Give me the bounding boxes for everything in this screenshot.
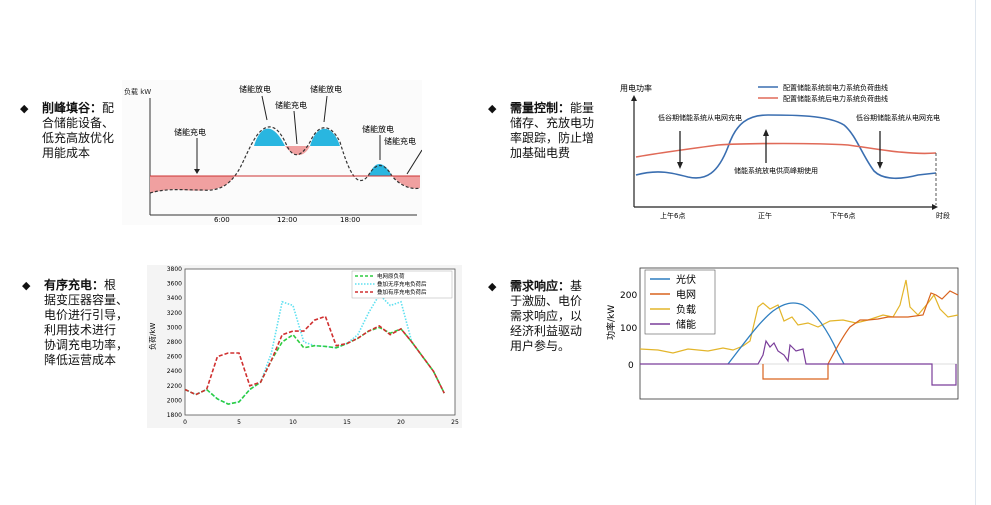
orderly-charging-chart: 负荷/kW 1800 2000 2200 2400 2600 2800 3000 3200 34… (147, 265, 462, 428)
series-pv-line (727, 302, 845, 365)
annotation-arrow (293, 110, 298, 145)
bullet-text: 需量控制：能量 储存、充放电功 率跟踪，防止增 加基础电费 (510, 101, 595, 160)
legend-label: 配置储能系统后电力系统负荷曲线 (783, 94, 888, 103)
peak-shaving-chart: 负载 kW 储能充电 储能放电 储能充电 储能放电 储能放电 储能充电 6:00… (122, 80, 422, 225)
bullet-text: 需求响应：基 于激励、电价 需求响应，以 经济利益驱动 用户参与。 (510, 279, 583, 353)
legend-label: 光伏 (676, 273, 696, 286)
x-tick-label: 6:00 (214, 216, 230, 224)
series-line-2 (184, 315, 445, 396)
slide-edge-line (975, 0, 976, 505)
x-tick-label: 12:00 (277, 216, 297, 224)
bullet-text: 削峰填谷：配 合储能设备、 低充高放优化 用能成本 (42, 101, 115, 160)
y-tick-label: 1800 (167, 412, 182, 419)
y-tick-label: 3600 (167, 281, 182, 288)
y-tick-label: 0 (628, 361, 634, 371)
legend: 电网原负荷 叠加无序充电负荷后 叠加有序充电负荷后 (351, 270, 453, 299)
legend-label: 电网原负荷 (377, 272, 405, 280)
x-tick-label: 0 (183, 419, 187, 426)
y-tick-label: 3800 (167, 266, 182, 273)
annotation-arrow (261, 95, 268, 121)
legend-label: 负载 (676, 303, 696, 316)
series-lines (184, 293, 445, 405)
annotation-label: 储能充电 (275, 100, 307, 110)
legend-label: 叠加有序充电负荷后 (377, 288, 427, 296)
y-tick-label: 2800 (167, 339, 182, 346)
annotation-label: 低谷期储能系统从电网充电 (658, 113, 742, 122)
y-tick-label: 100 (620, 324, 637, 334)
x-tick-label: 10 (289, 419, 297, 426)
annotation-label: 储能系统放电供高峰期使用 (734, 166, 818, 175)
annotation-label: 储能充电 (384, 136, 416, 146)
y-tick-label: 2600 (167, 354, 182, 361)
bullet-text: 有序充电：根 据变压器容量、 电价进行引导， 利用技术进行 协调充电功率， 降低运营成本 (44, 278, 129, 367)
load-curve (149, 126, 421, 194)
diamond-icon: ◆ (22, 279, 31, 292)
x-tick-label: 下午6点 (830, 211, 855, 220)
diamond-icon: ◆ (20, 102, 29, 115)
x-tick-label: 20 (397, 419, 405, 426)
discharge-area (254, 128, 285, 146)
y-tick-label: 3000 (167, 324, 182, 331)
annotation-label: 储能充电 (174, 127, 206, 137)
x-tick-label: 25 (451, 419, 459, 426)
x-tick-label: 15 (343, 419, 351, 426)
y-tick-label: 3400 (167, 295, 182, 302)
series-before-line (635, 114, 937, 180)
annotation-label: 低谷期储能系统从电网充电 (856, 113, 940, 122)
diamond-icon: ◆ (488, 102, 497, 115)
x-tick-label: 上午6点 (660, 211, 685, 220)
y-tick-label: 3200 (167, 310, 182, 317)
legend-label: 叠加无序充电负荷后 (377, 280, 427, 288)
axis-ticks: 1800 2000 2200 2400 2600 2800 3000 3200 3400 3600… (167, 266, 459, 426)
y-axis-label: 负载 kW (124, 87, 151, 96)
legend-label: 配置储能系统前电力系统负荷曲线 (783, 83, 888, 92)
legend-label: 电网 (676, 288, 696, 301)
demand-response-chart: 功率/kW 200 100 0 光伏 电网 负载 储能 (605, 267, 959, 400)
charge-area (285, 146, 310, 155)
x-tick-label: 5 (237, 419, 241, 426)
y-axis-label: 功率/kW (605, 305, 617, 340)
charge-area (150, 176, 234, 193)
series-load-line (639, 279, 959, 354)
y-tick-label: 2200 (167, 383, 182, 390)
y-tick-label: 2400 (167, 368, 182, 375)
demand-control-chart: 用电功率 配置储能系统前电力系统负荷曲线 配置储能系统后电力系统负荷曲线 低谷期… (620, 83, 950, 220)
annotation-label: 储能放电 (362, 124, 394, 134)
legend-label: 储能 (676, 318, 696, 331)
annotation-label: 储能放电 (239, 84, 271, 94)
y-axis-label: 用电功率 (620, 83, 652, 93)
charge-area (392, 176, 420, 189)
x-tick-label: 正午 (758, 211, 772, 220)
y-tick-label: 200 (620, 291, 637, 301)
annotation-label: 储能放电 (310, 84, 342, 94)
legend: 光伏 电网 负载 储能 (644, 269, 716, 335)
y-tick-label: 2000 (167, 397, 182, 404)
discharge-area (310, 128, 340, 146)
y-axis-label: 负荷/kW (148, 323, 157, 350)
annotation-arrow (406, 149, 422, 175)
annotation-arrow (323, 95, 328, 123)
x-axis-label: 时段 (936, 211, 950, 220)
series-storage-line (640, 339, 957, 386)
diamond-icon: ◆ (488, 280, 497, 293)
series-grid-line (762, 290, 959, 380)
series-after-line (635, 142, 937, 158)
x-tick-label: 18:00 (340, 216, 360, 224)
